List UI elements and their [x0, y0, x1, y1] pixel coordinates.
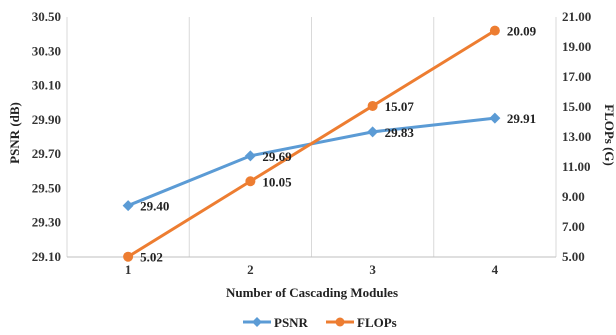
- y-left-tick-label: 29.10: [32, 249, 61, 264]
- y-left-axis-title: PSNR (dB): [7, 102, 22, 164]
- data-label-flops: 20.09: [507, 24, 537, 39]
- y-right-tick-label: 21.00: [562, 9, 591, 24]
- x-tick-label: 4: [492, 262, 499, 277]
- series-point-flops: [123, 251, 134, 262]
- series-point-flops: [367, 100, 378, 111]
- legend-label-flops: FLOPs: [357, 315, 397, 330]
- y-left-tick-label: 30.10: [32, 78, 61, 93]
- y-right-tick-label: 19.00: [562, 39, 591, 54]
- series-point-flops: [489, 25, 500, 36]
- y-left-tick-label: 29.30: [32, 215, 61, 230]
- legend-marker-flops: [335, 317, 345, 327]
- y-right-tick-label: 9.00: [562, 189, 585, 204]
- series-point-flops: [245, 176, 256, 187]
- y-right-tick-label: 7.00: [562, 219, 585, 234]
- data-label-flops: 10.05: [262, 174, 292, 189]
- series-line-flops: [127, 29, 496, 258]
- data-label-psnr: 29.91: [507, 111, 536, 126]
- y-left-tick-label: 29.70: [32, 146, 61, 161]
- series-point-psnr: [122, 200, 134, 212]
- legend-label-psnr: PSNR: [274, 315, 309, 330]
- x-tick-label: 2: [247, 262, 254, 277]
- y-left-tick-label: 30.50: [32, 9, 61, 24]
- y-right-axis-title: FLOPs (G): [602, 104, 616, 166]
- y-left-tick-label: 29.90: [32, 112, 61, 127]
- y-left-tick-label: 29.50: [32, 180, 61, 195]
- series-point-psnr: [489, 112, 501, 124]
- x-tick-label: 3: [369, 262, 376, 277]
- data-label-flops: 15.07: [385, 99, 415, 114]
- y-right-tick-label: 17.00: [562, 69, 591, 84]
- y-right-tick-label: 11.00: [562, 159, 591, 174]
- series-point-psnr: [244, 150, 256, 162]
- data-label-flops: 5.02: [140, 250, 163, 265]
- data-label-psnr: 29.83: [385, 125, 415, 140]
- x-tick-label: 1: [125, 262, 132, 277]
- y-right-tick-label: 13.00: [562, 129, 591, 144]
- data-label-psnr: 29.40: [140, 199, 169, 214]
- y-left-tick-label: 30.30: [32, 43, 61, 58]
- series-point-psnr: [367, 126, 379, 138]
- x-axis-title: Number of Cascading Modules: [226, 285, 398, 300]
- legend: PSNR FLOPs: [243, 315, 397, 330]
- y-right-tick-label: 15.00: [562, 99, 591, 114]
- legend-marker-psnr: [252, 317, 262, 327]
- data-label-psnr: 29.69: [262, 149, 292, 164]
- series-layer: [122, 25, 501, 262]
- y-right-tick-label: 5.00: [562, 249, 585, 264]
- grid-layer: [66, 17, 557, 257]
- label-layer: 29.40 29.69 29.83 29.91 5.02 10.05 15.07 20.09: [140, 24, 537, 265]
- axis-layer: 29.10 29.30 29.50 29.70 29.90 30.10 30.30 30.50…: [32, 9, 592, 277]
